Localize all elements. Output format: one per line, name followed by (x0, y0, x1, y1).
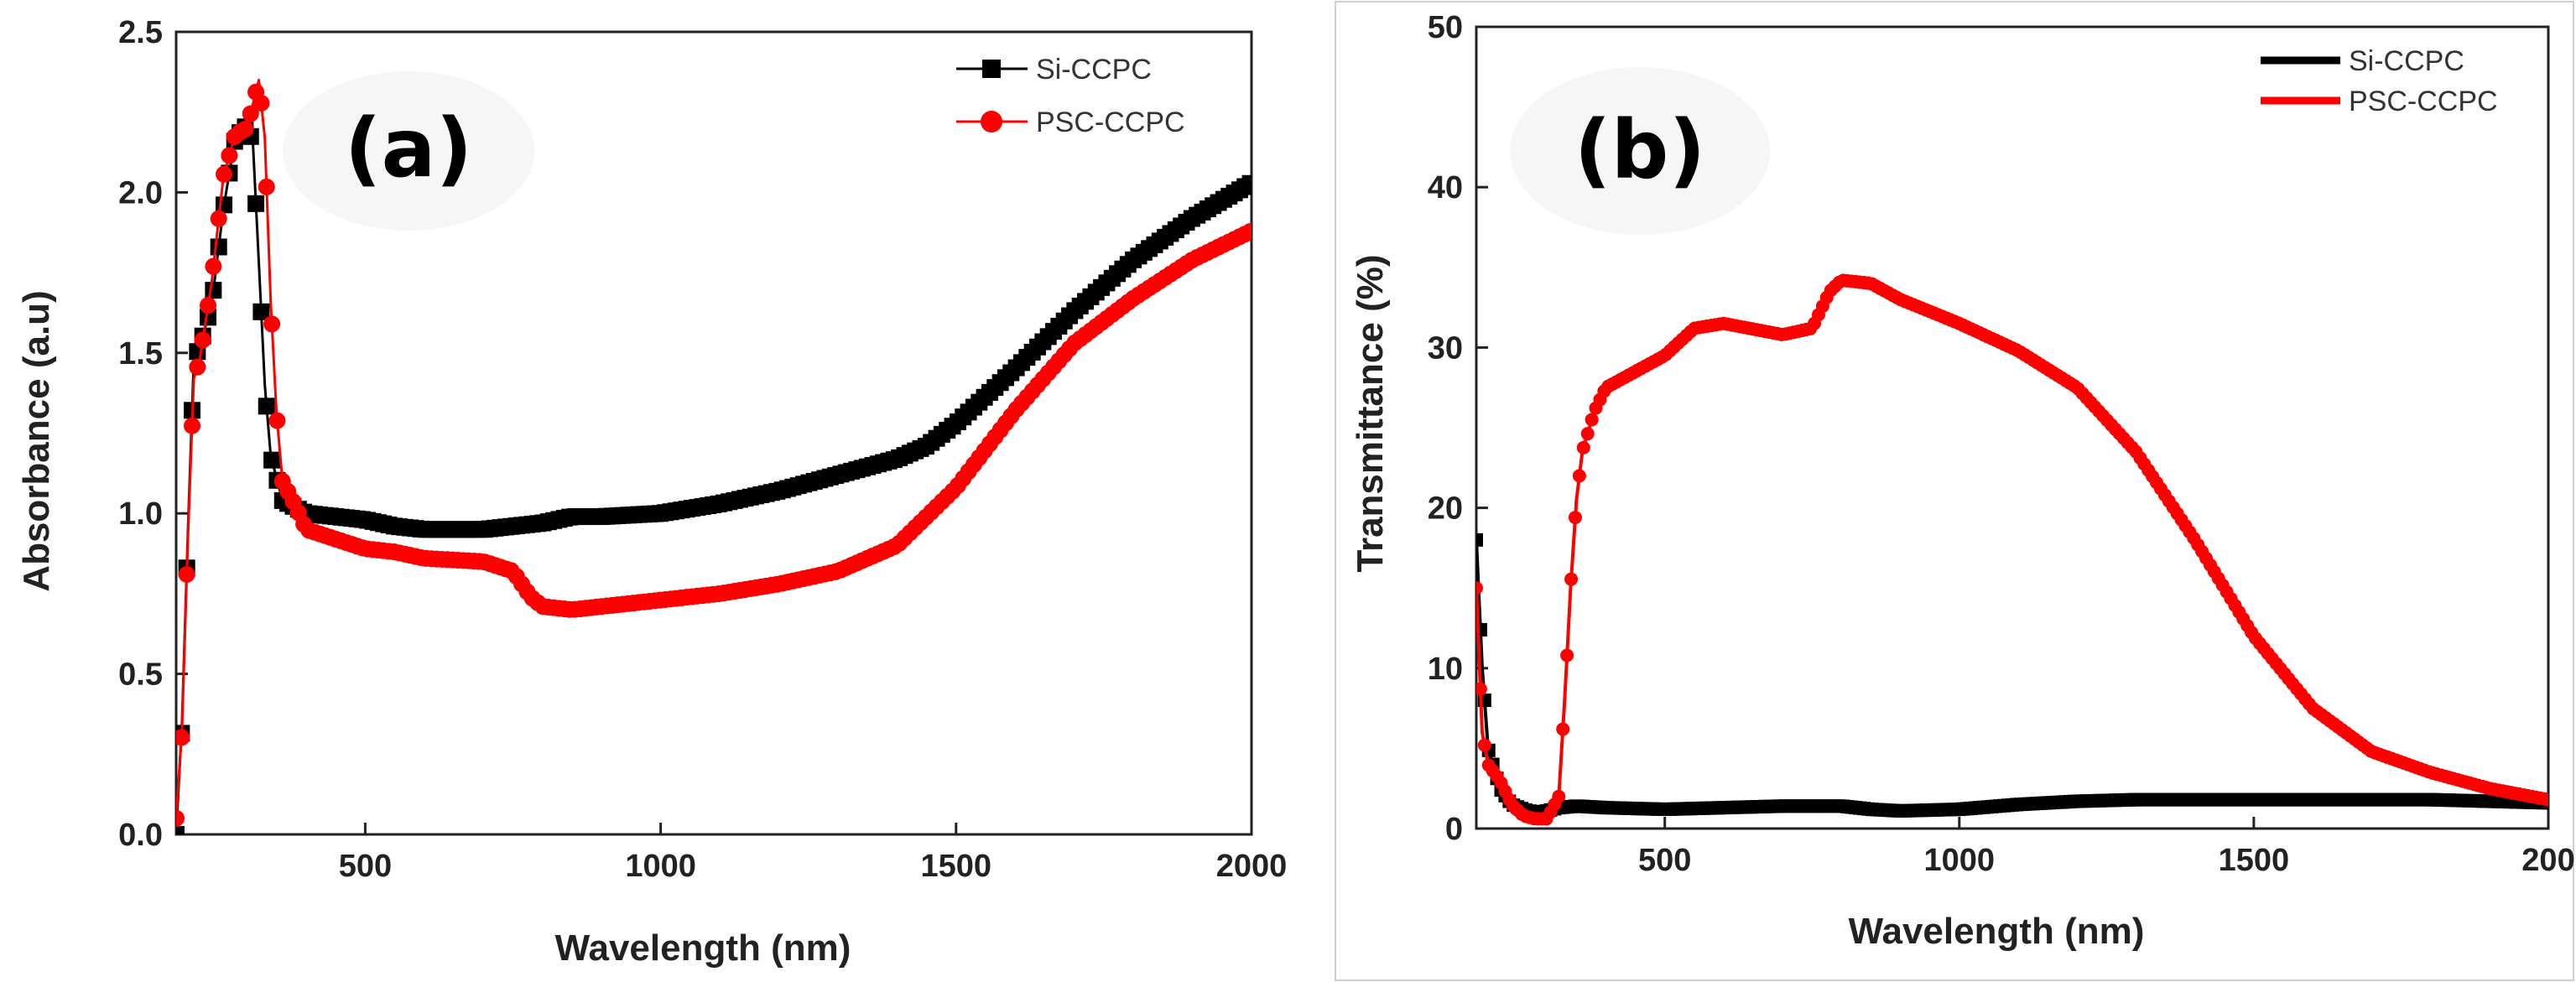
legend-a-psc-marker (981, 111, 1002, 132)
panel-b-point-psc-ccpc (1556, 722, 1570, 736)
panel-a-y-tick-label: 0.0 (118, 818, 163, 853)
panel-b-y-tick-label: 40 (1428, 170, 1463, 205)
panel-a-point-psc-ccpc (176, 809, 185, 827)
panel-a-legend: Si-CCPC PSC-CCPC (956, 54, 1185, 138)
panel-b-point-psc-ccpc (1576, 440, 1590, 455)
panel-a-point-psc-ccpc (205, 257, 222, 275)
panel-a-point-psc-ccpc (242, 105, 259, 122)
panel-a-point-si-ccpc (176, 826, 185, 834)
panel-b-legend: Si-CCPC PSC-CCPC (2261, 45, 2498, 117)
panel-b-label: (b) (1574, 103, 1705, 197)
panel-b-point-psc-ccpc (1568, 511, 1582, 525)
panel-a-point-psc-ccpc (258, 178, 275, 195)
panel-b-x-tick-label: 500 (1638, 843, 1691, 878)
panel-b-series-psc-ccpc (1476, 273, 2548, 826)
panel-a-label-backdrop (283, 71, 534, 231)
panel-a-series-psc-ccpc (176, 78, 1252, 827)
panel-b-border (1335, 1, 2574, 981)
panel-a-point-psc-ccpc (221, 147, 238, 164)
panel-b-point-psc-ccpc (1476, 682, 1487, 696)
panel-b-point-psc-ccpc (1572, 469, 1586, 483)
panel-a-point-si-ccpc (258, 397, 275, 415)
panel-b-y-tick-label: 10 (1428, 652, 1463, 687)
panel-b-x-axis-title: Wavelength (nm) (1849, 911, 2145, 952)
panel-b-point-psc-ccpc (1477, 738, 1491, 752)
panel-b-y-axis-title: Transmittance (%) (1350, 255, 1391, 573)
panel-b-point-psc-ccpc (1560, 648, 1574, 662)
panel-a-y-tick-label: 1.5 (118, 336, 163, 371)
panel-b-point-si-ccpc (1476, 533, 1483, 547)
panel-a-point-psc-ccpc (252, 94, 270, 112)
panel-b-point-psc-ccpc (1552, 789, 1566, 803)
panel-a-y-tick-label: 2.5 (118, 15, 163, 50)
panel-a-point-psc-ccpc (263, 315, 281, 333)
panel-a-series (176, 78, 1252, 834)
legend-b-psc-label: PSC-CCPC (2349, 86, 2498, 117)
panel-a-y-axis-title: Absorbance (a.u) (16, 290, 57, 591)
panel-a-x-tick-label: 500 (339, 849, 392, 884)
panel-b-point-psc-ccpc (1476, 581, 1483, 595)
panel-a-point-psc-ccpc (200, 297, 217, 314)
panel-a-point-si-ccpc (210, 238, 227, 256)
legend-a-psc-label: PSC-CCPC (1036, 107, 1185, 138)
panel-a-y-tick-label: 1.0 (118, 496, 163, 532)
panel-a-series-si-ccpc (176, 118, 1252, 834)
panel-a: 500 1000 1500 2000 0.0 0.5 1.0 1.5 2.0 2.5 (a) Wa… (16, 15, 1287, 969)
legend-a-si-marker (982, 60, 1001, 78)
panel-a-x-axis-title: Wavelength (nm) (555, 927, 851, 969)
panel-a-ticks: 500 1000 1500 2000 0.0 0.5 1.0 1.5 2.0 2.5 (118, 15, 1287, 884)
panel-b-x-tick-label: 200 (2521, 843, 2574, 878)
panel-a-point-si-ccpc (247, 195, 265, 212)
panel-a-point-psc-ccpc (194, 331, 211, 349)
legend-b-si-label: Si-CCPC (2349, 45, 2464, 77)
panel-b-series (1476, 273, 2548, 826)
panel-a-point-psc-ccpc (184, 417, 201, 434)
panel-b-point-psc-ccpc (2542, 792, 2548, 807)
panel-b-x-tick-label: 1500 (2219, 843, 2290, 878)
panel-a-point-psc-ccpc (268, 412, 286, 429)
panel-a-y-tick-label: 2.0 (118, 175, 163, 210)
panel-b-point-psc-ccpc (1585, 413, 1599, 427)
panel-a-point-si-ccpc (200, 309, 217, 326)
panel-a-point-psc-ccpc (1241, 223, 1252, 241)
panel-a-point-si-ccpc (252, 303, 270, 320)
panel-b-point-psc-ccpc (1564, 572, 1579, 586)
panel-b-point-psc-ccpc (1580, 427, 1595, 441)
panel-b-y-tick-label: 30 (1428, 330, 1463, 366)
panel-a-point-psc-ccpc (176, 729, 190, 746)
panel-b-label-backdrop (1510, 67, 1770, 235)
legend-a-si-label: Si-CCPC (1036, 54, 1152, 86)
panel-b-y-tick-label: 0 (1445, 812, 1463, 847)
panel-b-x-tick-label: 1000 (1924, 843, 1996, 878)
panel-a-point-psc-ccpc (210, 210, 227, 227)
panel-a-point-psc-ccpc (189, 358, 206, 376)
panel-a-label: (a) (345, 101, 473, 195)
panel-a-x-tick-label: 1000 (625, 849, 696, 884)
panel-b-axes-frame (1475, 25, 2550, 830)
panel-a-point-psc-ccpc (216, 165, 233, 183)
panel-a-point-si-ccpc (1241, 174, 1252, 192)
panel-b-y-tick-label: 20 (1428, 491, 1463, 527)
panel-b-y-tick-label: 50 (1428, 10, 1463, 45)
panel-a-point-psc-ccpc (237, 120, 254, 138)
panel-a-y-tick-label: 0.5 (118, 657, 163, 693)
panel-a-point-psc-ccpc (178, 565, 195, 583)
panel-a-point-si-ccpc (205, 282, 222, 299)
panel-a-x-tick-label: 2000 (1216, 849, 1288, 884)
panel-a-x-tick-label: 1500 (921, 849, 992, 884)
panel-a-point-si-ccpc (263, 451, 281, 469)
panel-a-axes-frame (174, 30, 1253, 836)
